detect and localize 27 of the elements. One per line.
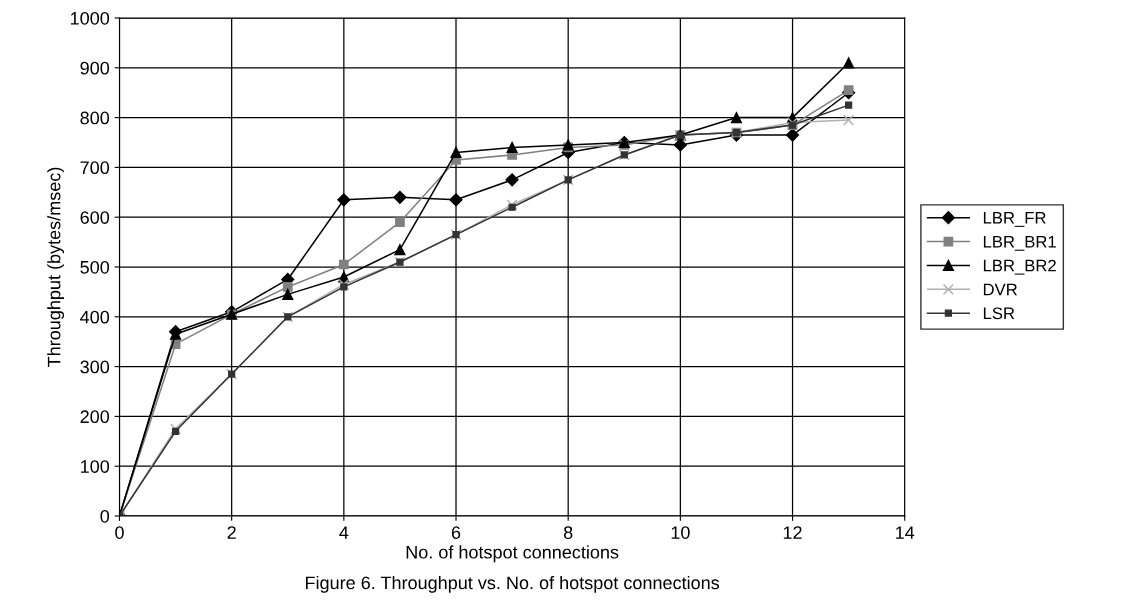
x-tick-label: 4 (339, 526, 349, 539)
y-tick-label: 100 (81, 460, 110, 473)
legend-label: LBR_BR1 (983, 235, 1056, 251)
legend-label: LBR_BR2 (983, 259, 1056, 275)
x-tick-label: 14 (896, 526, 915, 539)
y-tick-label: 600 (80, 211, 110, 224)
y-tick-label: 500 (80, 260, 110, 274)
x-axis-title: No. of hotspot connections (406, 545, 619, 563)
legend-label: DVR (983, 283, 1017, 296)
x-tick-label: 8 (563, 526, 573, 539)
y-tick-label: 700 (80, 161, 110, 175)
y-tick-label: 900 (80, 61, 110, 75)
caption: Figure 6. Throughput vs. No. of hotspot connections (306, 575, 720, 593)
x-tick-label: 2 (227, 526, 236, 539)
y-tick-label: 300 (80, 360, 110, 374)
y-axis-title: Throughput (bytes/msec) (47, 167, 65, 367)
legend-label: LSR (983, 307, 1015, 320)
y-tick-label: 0 (100, 509, 110, 523)
y-tick-label: 400 (80, 310, 110, 324)
x-tick-label: 6 (451, 526, 461, 539)
y-tick-label: 1000 (70, 11, 110, 25)
legend-label: LBR_FR (983, 212, 1046, 227)
y-tick-label: 200 (80, 410, 110, 424)
x-tick-label: 0 (115, 526, 124, 539)
y-tick-label: 800 (80, 111, 110, 125)
x-tick-label: 12 (783, 526, 802, 539)
x-tick-label: 10 (671, 526, 690, 539)
